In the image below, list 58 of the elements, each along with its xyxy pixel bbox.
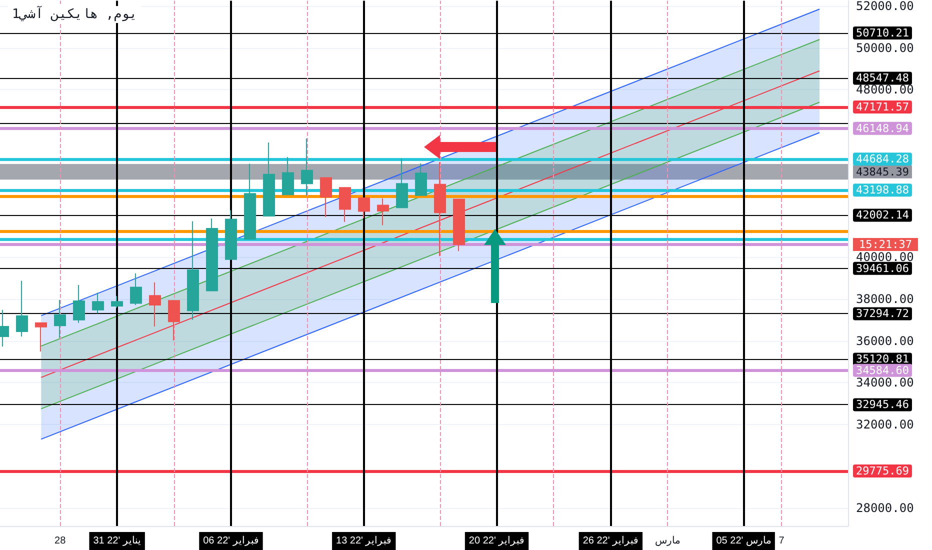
candlestick bbox=[35, 322, 47, 352]
candlestick bbox=[73, 284, 85, 324]
candlestick bbox=[339, 187, 351, 222]
candlestick bbox=[358, 198, 370, 219]
ref-line-label: 47171.57 bbox=[856, 100, 909, 114]
x-tick-label: 28 bbox=[54, 536, 66, 546]
x-tick-label: 20 فبراير '22 bbox=[468, 536, 525, 546]
x-tick-label: 05 مارس '22 bbox=[716, 536, 771, 546]
y-tick-label: 38000.00 bbox=[856, 292, 914, 306]
y-tick-label: 52000.00 bbox=[856, 0, 914, 13]
x-tick-label: 31 يناير '22 bbox=[93, 536, 141, 546]
text: 15:21:37 bbox=[859, 238, 912, 251]
candlestick bbox=[111, 295, 123, 308]
x-tick-label: 06 فبراير '22 bbox=[203, 536, 259, 546]
ref-line-label: 50710.21 bbox=[856, 26, 909, 40]
ref-line-label: 37294.72 bbox=[856, 307, 909, 320]
x-tick-label: 7 bbox=[778, 536, 785, 546]
y-tick-label: 28000.00 bbox=[856, 501, 914, 516]
ref-line-label: 48547.48 bbox=[856, 72, 909, 85]
x-tick-label: مارس bbox=[655, 536, 680, 546]
candlestick bbox=[434, 162, 446, 257]
ref-line-label: 46148.94 bbox=[856, 122, 910, 135]
ref-line-label: 44684.28 bbox=[856, 152, 909, 166]
candlestick bbox=[282, 156, 294, 196]
ref-line-label: 29775.69 bbox=[856, 464, 909, 478]
text: 1يوم, هايكين آشي bbox=[12, 5, 138, 22]
candlestick bbox=[320, 177, 332, 218]
candlestick bbox=[244, 163, 256, 240]
ref-line-label: 32945.46 bbox=[856, 398, 909, 412]
candlestick bbox=[130, 272, 142, 306]
candlestick bbox=[301, 138, 313, 196]
y-tick-label: 32000.00 bbox=[856, 418, 914, 432]
candlestick bbox=[54, 299, 66, 338]
y-tick-label: 48000.00 bbox=[856, 82, 914, 97]
candlestick bbox=[206, 218, 218, 292]
ref-line-label: 43198.88 bbox=[856, 184, 909, 197]
candlestick bbox=[263, 142, 275, 216]
band-label: 43845.39 bbox=[856, 165, 909, 178]
ref-line-label: 39461.06 bbox=[856, 262, 909, 275]
ref-line-label: 35120.81 bbox=[856, 352, 909, 366]
candlestick bbox=[149, 282, 161, 328]
candlestick bbox=[187, 220, 199, 320]
x-tick-label: 13 فبراير '22 bbox=[336, 536, 392, 546]
y-tick-label: 40000.00 bbox=[856, 250, 914, 264]
y-tick-label: 36000.00 bbox=[856, 334, 914, 348]
x-tick-label: 26 فبراير '22 bbox=[582, 536, 639, 546]
ref-line-label: 42002.14 bbox=[856, 208, 910, 222]
y-tick-label: 34000.00 bbox=[856, 376, 914, 390]
candlestick bbox=[168, 300, 180, 342]
y-tick-label: 50000.00 bbox=[856, 40, 914, 55]
candlestick bbox=[396, 158, 408, 208]
candlestick bbox=[453, 198, 465, 252]
candlestick bbox=[377, 198, 389, 226]
candlestick bbox=[16, 280, 28, 338]
candlestick bbox=[415, 162, 427, 196]
ref-line-label: 34584.60 bbox=[856, 364, 909, 377]
candlestick bbox=[225, 210, 237, 260]
candlestick bbox=[92, 292, 104, 314]
